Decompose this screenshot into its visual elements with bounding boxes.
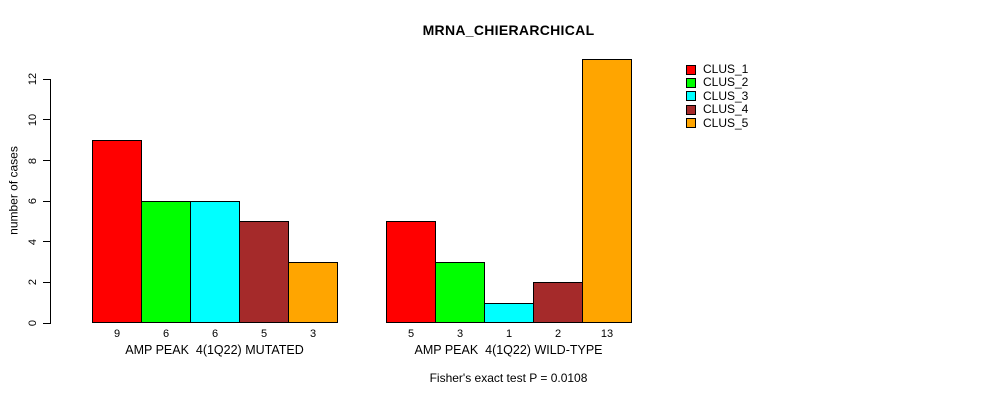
bar-count-label: 5 <box>260 328 268 340</box>
bar-count-label: 13 <box>600 328 614 340</box>
legend: CLUS_1 CLUS_2 CLUS_3 CLUS_4 CLUS_5 <box>686 62 749 130</box>
group-axis-label: AMP PEAK 4(1Q22) MUTATED <box>125 343 304 357</box>
y-axis-title: number of cases <box>6 146 21 235</box>
y-axis-tick-label: 0 <box>27 319 39 327</box>
legend-label: CLUS_1 <box>703 62 749 76</box>
legend-swatch <box>686 64 696 75</box>
fisher-test-annotation: Fisher's exact test P = 0.0108 <box>429 371 588 385</box>
group-axis-label: AMP PEAK 4(1Q22) WILD-TYPE <box>414 343 603 357</box>
bar <box>435 262 485 323</box>
bar <box>288 262 338 323</box>
bar <box>190 201 240 323</box>
legend-row: CLUS_1 <box>686 62 749 76</box>
legend-label: CLUS_4 <box>703 102 749 117</box>
bar-count-label: 6 <box>162 328 170 340</box>
y-axis-tick <box>43 119 51 121</box>
bar-count-label: 3 <box>456 328 464 340</box>
y-axis-tick <box>43 200 51 202</box>
bar <box>92 140 142 323</box>
legend-swatch <box>686 91 696 102</box>
bar-count-label: 2 <box>554 328 562 340</box>
bar <box>239 221 289 323</box>
y-axis-tick <box>43 160 51 162</box>
bar <box>386 221 436 323</box>
y-axis-tick-label: 6 <box>27 198 39 205</box>
legend-swatch <box>686 104 696 115</box>
bar <box>533 282 583 323</box>
y-axis-tick <box>43 241 51 243</box>
legend-label: CLUS_3 <box>703 88 749 103</box>
bar-count-label: 5 <box>407 328 415 340</box>
legend-row: CLUS_2 <box>686 75 749 90</box>
bar <box>141 201 191 323</box>
bar <box>484 302 534 323</box>
y-axis-tick-label: 2 <box>27 279 39 286</box>
y-axis-tick-label: 8 <box>27 157 39 164</box>
legend-label: CLUS_2 <box>703 75 749 90</box>
y-axis-tick <box>43 322 51 324</box>
bar-count-label: 6 <box>211 328 219 340</box>
legend-row: CLUS_4 <box>686 102 749 117</box>
y-axis-tick <box>43 78 51 80</box>
legend-row: CLUS_3 <box>686 88 749 103</box>
chart-title: MRNA_CHIERARCHICAL <box>422 22 595 38</box>
y-axis-tick-label: 4 <box>27 238 39 245</box>
bar-count-label: 3 <box>309 328 317 340</box>
y-axis-tick-label: 10 <box>27 113 39 127</box>
y-axis-tick-label: 12 <box>27 73 39 86</box>
legend-label: CLUS_5 <box>703 115 749 130</box>
legend-swatch <box>686 118 696 129</box>
bar <box>582 58 632 323</box>
legend-row: CLUS_5 <box>686 115 749 130</box>
bar-count-label: 1 <box>505 328 513 340</box>
y-axis-tick <box>43 281 51 283</box>
bar-count-label: 9 <box>113 328 121 340</box>
legend-swatch <box>686 78 696 89</box>
